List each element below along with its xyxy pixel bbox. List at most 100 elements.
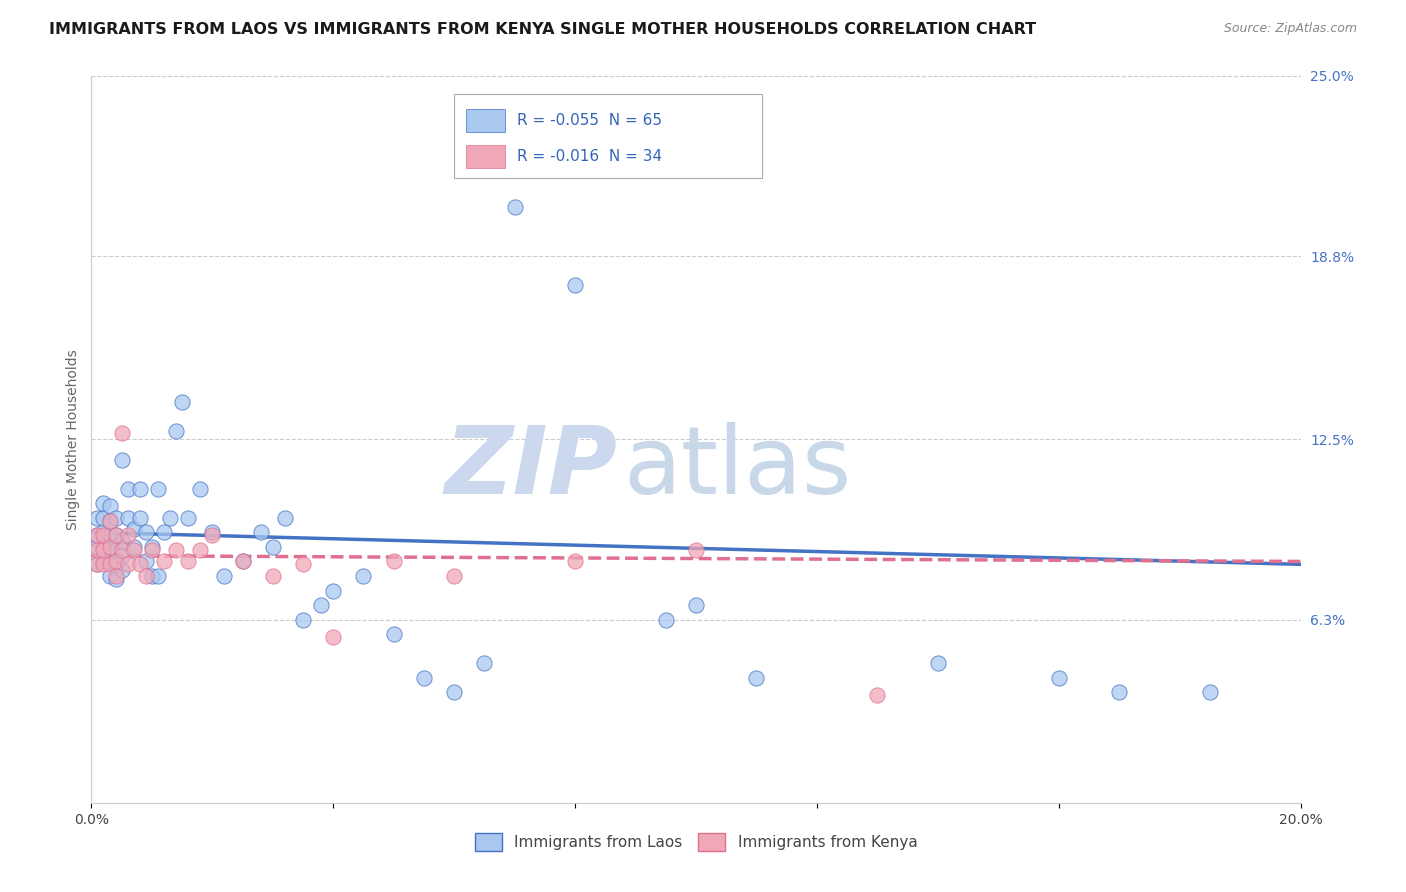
Point [98, 514, 121, 528]
Point [201, 525, 224, 540]
Point [685, 598, 707, 612]
Point [472, 657, 495, 671]
Point [262, 569, 284, 583]
Point [146, 482, 169, 496]
Point [135, 569, 157, 583]
Point [231, 554, 253, 568]
Point [177, 554, 200, 568]
Point [1108, 685, 1130, 699]
Text: IMMIGRANTS FROM LAOS VS IMMIGRANTS FROM KENYA SINGLE MOTHER HOUSEHOLDS CORRELATI: IMMIGRANTS FROM LAOS VS IMMIGRANTS FROM … [49, 22, 1036, 37]
Point [86, 558, 108, 572]
Point [503, 200, 526, 214]
Point [98, 540, 121, 554]
Point [111, 534, 132, 549]
Point [146, 569, 169, 583]
Point [443, 685, 465, 699]
Point [231, 554, 253, 568]
Point [413, 671, 436, 685]
Point [104, 511, 127, 525]
Point [98, 528, 121, 542]
Point [292, 558, 315, 572]
Point [201, 528, 224, 542]
FancyBboxPatch shape [467, 145, 505, 169]
Point [111, 542, 132, 557]
Point [122, 542, 145, 557]
Point [188, 482, 211, 496]
Point [111, 452, 132, 467]
FancyBboxPatch shape [454, 94, 762, 178]
Point [128, 482, 150, 496]
Point [249, 525, 271, 540]
Point [86, 511, 108, 525]
Point [104, 542, 127, 557]
Point [654, 613, 676, 627]
Point [382, 627, 405, 641]
Point [866, 688, 889, 702]
Point [322, 630, 344, 644]
Point [104, 558, 127, 572]
Point [153, 554, 176, 568]
Point [172, 394, 194, 409]
Point [93, 554, 115, 568]
Point [292, 613, 315, 627]
Point [111, 563, 132, 577]
Point [135, 554, 157, 568]
Point [1047, 671, 1070, 685]
Point [86, 542, 108, 557]
FancyBboxPatch shape [467, 109, 505, 132]
Point [382, 554, 405, 568]
Point [86, 540, 108, 554]
Point [93, 525, 115, 540]
Point [93, 511, 115, 525]
Point [98, 514, 121, 528]
Point [117, 511, 139, 525]
Point [177, 511, 200, 525]
Text: R = -0.016  N = 34: R = -0.016 N = 34 [517, 149, 662, 164]
Point [104, 528, 127, 542]
Point [564, 278, 586, 293]
Point [165, 542, 187, 557]
Text: ZIP: ZIP [444, 423, 617, 515]
Point [685, 542, 707, 557]
Point [117, 558, 139, 572]
Point [1198, 685, 1220, 699]
Point [564, 554, 586, 568]
Text: atlas: atlas [623, 423, 852, 515]
Point [98, 554, 121, 568]
Point [93, 558, 115, 572]
Point [98, 540, 121, 554]
Point [86, 528, 108, 542]
Point [322, 583, 344, 598]
Point [104, 572, 127, 586]
Point [86, 558, 108, 572]
Point [104, 554, 127, 568]
Point [111, 549, 132, 563]
Legend: Immigrants from Laos, Immigrants from Kenya: Immigrants from Laos, Immigrants from Ke… [468, 827, 924, 857]
Point [352, 569, 374, 583]
Point [214, 569, 236, 583]
Point [188, 542, 211, 557]
Point [98, 569, 121, 583]
Point [104, 569, 127, 583]
Point [122, 540, 145, 554]
Text: R = -0.055  N = 65: R = -0.055 N = 65 [517, 112, 662, 128]
Point [104, 528, 127, 542]
Point [128, 511, 150, 525]
Point [128, 558, 150, 572]
Point [122, 523, 145, 537]
Point [927, 657, 949, 671]
Point [117, 528, 139, 542]
Point [274, 511, 297, 525]
Point [745, 671, 768, 685]
Point [309, 598, 332, 612]
Point [443, 569, 465, 583]
Y-axis label: Single Mother Households: Single Mother Households [66, 349, 80, 530]
Text: Source: ZipAtlas.com: Source: ZipAtlas.com [1223, 22, 1357, 36]
Point [111, 426, 132, 441]
Point [153, 525, 176, 540]
Point [117, 482, 139, 496]
Point [93, 528, 115, 542]
Point [141, 569, 163, 583]
Point [159, 511, 181, 525]
Point [98, 499, 121, 513]
